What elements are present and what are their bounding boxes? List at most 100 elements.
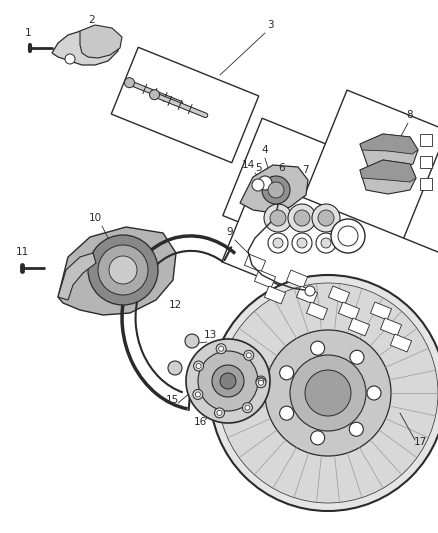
Circle shape	[109, 256, 137, 284]
Circle shape	[316, 233, 336, 253]
Text: 15: 15	[166, 395, 179, 405]
Polygon shape	[348, 318, 370, 336]
Circle shape	[245, 405, 250, 410]
Circle shape	[279, 406, 293, 420]
Bar	[420, 134, 432, 146]
Circle shape	[258, 380, 263, 385]
Circle shape	[252, 179, 264, 191]
Circle shape	[273, 238, 283, 248]
Circle shape	[65, 54, 75, 64]
Circle shape	[350, 422, 363, 436]
Bar	[420, 156, 432, 168]
Text: 10: 10	[88, 213, 102, 223]
Circle shape	[331, 219, 365, 253]
Circle shape	[196, 364, 201, 368]
Circle shape	[318, 210, 334, 226]
Circle shape	[292, 233, 312, 253]
Text: 1: 1	[25, 28, 31, 38]
Polygon shape	[339, 302, 360, 320]
Circle shape	[217, 410, 222, 415]
Text: 16: 16	[193, 417, 207, 427]
Polygon shape	[371, 302, 392, 320]
Circle shape	[244, 350, 254, 360]
Circle shape	[305, 286, 315, 296]
Text: 4: 4	[261, 145, 268, 155]
Polygon shape	[52, 28, 120, 65]
Circle shape	[264, 204, 292, 232]
Circle shape	[311, 341, 325, 355]
Circle shape	[186, 339, 270, 423]
Circle shape	[294, 210, 310, 226]
Text: 12: 12	[168, 300, 182, 310]
Polygon shape	[58, 227, 176, 315]
Polygon shape	[244, 254, 265, 272]
Circle shape	[268, 233, 288, 253]
Text: 9: 9	[227, 227, 233, 237]
Polygon shape	[297, 286, 318, 304]
Circle shape	[216, 344, 226, 354]
Circle shape	[212, 365, 244, 397]
Text: 7: 7	[302, 165, 308, 175]
Circle shape	[242, 403, 252, 413]
Circle shape	[265, 330, 391, 456]
Circle shape	[168, 361, 182, 375]
Circle shape	[198, 351, 258, 411]
Circle shape	[290, 355, 366, 431]
Circle shape	[258, 378, 264, 384]
Text: 14: 14	[241, 160, 254, 170]
Circle shape	[256, 378, 266, 387]
Circle shape	[194, 361, 204, 371]
Circle shape	[215, 408, 224, 418]
Circle shape	[210, 275, 438, 511]
Polygon shape	[240, 165, 308, 213]
Circle shape	[258, 176, 272, 190]
Circle shape	[279, 366, 293, 380]
Circle shape	[220, 373, 236, 389]
Text: 5: 5	[254, 163, 261, 173]
Text: 8: 8	[407, 110, 413, 120]
Circle shape	[98, 245, 148, 295]
Circle shape	[219, 346, 224, 351]
Circle shape	[149, 90, 159, 100]
Circle shape	[218, 283, 438, 503]
Circle shape	[297, 238, 307, 248]
Circle shape	[350, 350, 364, 364]
Polygon shape	[307, 302, 328, 320]
Circle shape	[185, 334, 199, 348]
Circle shape	[256, 376, 266, 386]
Circle shape	[312, 204, 340, 232]
Polygon shape	[58, 253, 96, 300]
Polygon shape	[111, 47, 259, 163]
Polygon shape	[222, 179, 438, 352]
Circle shape	[195, 392, 200, 397]
Circle shape	[268, 182, 284, 198]
Polygon shape	[254, 270, 276, 288]
Polygon shape	[360, 160, 416, 182]
Circle shape	[288, 204, 316, 232]
Text: 6: 6	[279, 163, 285, 173]
Circle shape	[321, 238, 331, 248]
Text: 11: 11	[15, 247, 28, 257]
Text: 17: 17	[413, 437, 427, 447]
Polygon shape	[80, 25, 122, 58]
Text: 3: 3	[267, 20, 273, 30]
Circle shape	[124, 78, 134, 88]
Circle shape	[367, 386, 381, 400]
Polygon shape	[328, 286, 350, 304]
Circle shape	[311, 431, 325, 445]
Circle shape	[338, 226, 358, 246]
Polygon shape	[265, 286, 286, 304]
Circle shape	[262, 176, 290, 204]
Bar	[420, 178, 432, 190]
Polygon shape	[223, 118, 401, 272]
Circle shape	[305, 370, 351, 416]
Polygon shape	[303, 90, 438, 240]
Polygon shape	[390, 334, 412, 352]
Circle shape	[193, 390, 203, 399]
Circle shape	[88, 235, 158, 305]
Circle shape	[270, 210, 286, 226]
Polygon shape	[360, 134, 418, 170]
Polygon shape	[381, 318, 402, 336]
Text: 13: 13	[203, 330, 217, 340]
Polygon shape	[360, 134, 418, 154]
